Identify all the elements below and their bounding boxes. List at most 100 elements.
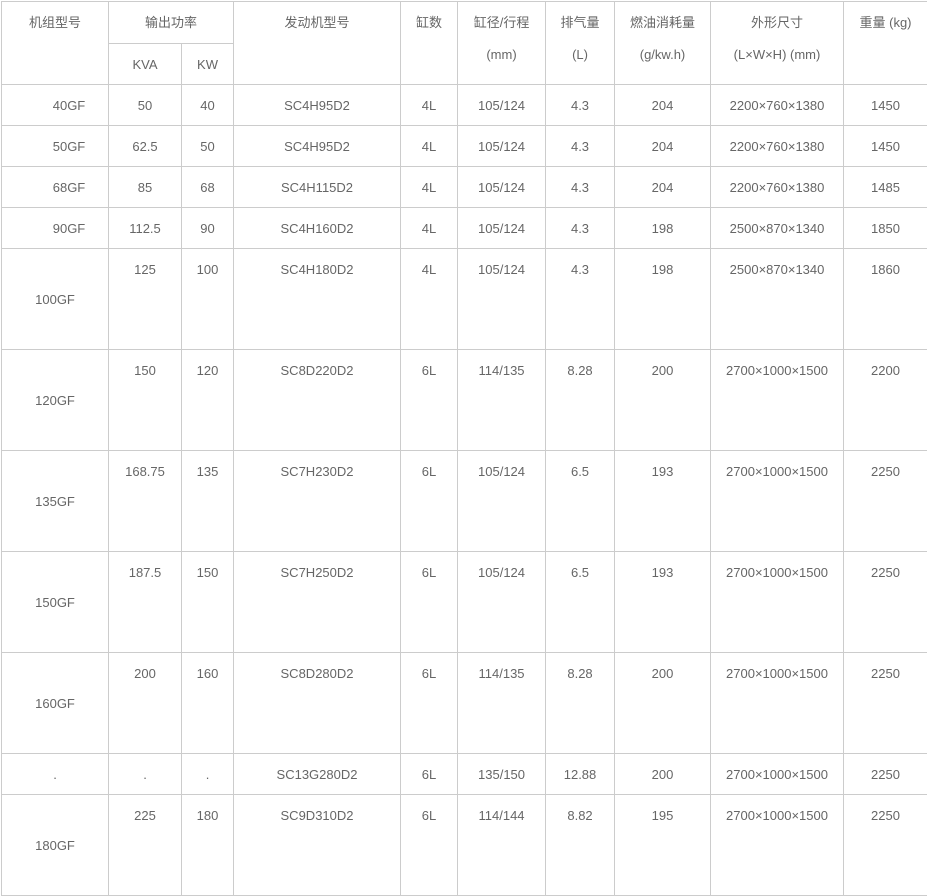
displacement-cell: 8.28	[546, 653, 615, 754]
engine-model-cell: SC7H230D2	[234, 451, 401, 552]
weight-cell: 1850	[844, 208, 927, 249]
dimensions-cell: 2700×1000×1500	[711, 350, 844, 451]
kw-cell: 150	[182, 552, 234, 653]
dimensions-cell: 2500×870×1340	[711, 249, 844, 350]
dimensions-cell: 2700×1000×1500	[711, 653, 844, 754]
displacement-cell: 4.3	[546, 85, 615, 126]
header-row: 机组型号 输出功率 发动机型号 缸数 缸径/行程(mm) 排气量(L) 燃油消耗…	[2, 2, 927, 44]
kva-cell: 187.5	[109, 552, 182, 653]
bore-stroke-cell: 105/124	[458, 167, 546, 208]
displacement-cell: 6.5	[546, 552, 615, 653]
bore-stroke-cell: 105/124	[458, 552, 546, 653]
header-fuel-label: 燃油消耗量	[630, 15, 695, 30]
engine-model-cell: SC4H95D2	[234, 126, 401, 167]
engine-model-cell: SC4H115D2	[234, 167, 401, 208]
header-dimensions-unit: (L×W×H) (mm)	[713, 46, 841, 64]
displacement-cell: 8.28	[546, 350, 615, 451]
engine-model-cell: SC13G280D2	[234, 754, 401, 795]
model-cell: 100GF	[2, 249, 109, 350]
engine-model-cell: SC8D220D2	[234, 350, 401, 451]
fuel-consumption-cell: 200	[615, 653, 711, 754]
kva-cell: 168.75	[109, 451, 182, 552]
bore-stroke-cell: 114/135	[458, 653, 546, 754]
kva-cell: .	[109, 754, 182, 795]
cylinders-cell: 6L	[401, 552, 458, 653]
bore-stroke-cell: 135/150	[458, 754, 546, 795]
displacement-cell: 6.5	[546, 451, 615, 552]
bore-stroke-cell: 105/124	[458, 451, 546, 552]
displacement-cell: 4.3	[546, 167, 615, 208]
header-output-power: 输出功率	[109, 2, 234, 44]
header-bore-stroke-label: 缸径/行程	[474, 15, 530, 30]
dimensions-cell: 2200×760×1380	[711, 85, 844, 126]
engine-model-cell: SC4H95D2	[234, 85, 401, 126]
header-displacement: 排气量 (L)	[546, 2, 615, 85]
dimensions-cell: 2500×870×1340	[711, 208, 844, 249]
header-fuel-unit: (g/kw.h)	[617, 46, 708, 64]
engine-model-cell: SC7H250D2	[234, 552, 401, 653]
cylinders-cell: 6L	[401, 451, 458, 552]
dimensions-cell: 2200×760×1380	[711, 167, 844, 208]
cylinders-cell: 4L	[401, 167, 458, 208]
weight-cell: 2250	[844, 653, 927, 754]
fuel-consumption-cell: 204	[615, 85, 711, 126]
kva-cell: 85	[109, 167, 182, 208]
weight-cell: 1450	[844, 85, 927, 126]
kw-cell: 90	[182, 208, 234, 249]
engine-model-cell: SC4H180D2	[234, 249, 401, 350]
header-displacement-unit: (L)	[548, 46, 612, 64]
displacement-cell: 8.82	[546, 795, 615, 896]
header-kw: KW	[182, 44, 234, 85]
header-bore-stroke: 缸径/行程(mm)	[458, 2, 546, 85]
kw-cell: 120	[182, 350, 234, 451]
bore-stroke-cell: 105/124	[458, 85, 546, 126]
model-cell: 50GF	[2, 126, 109, 167]
header-dimensions-label: 外形尺寸	[751, 15, 803, 30]
bore-stroke-cell: 105/124	[458, 126, 546, 167]
displacement-cell: 4.3	[546, 208, 615, 249]
weight-cell: 2250	[844, 795, 927, 896]
dimensions-cell: 2700×1000×1500	[711, 552, 844, 653]
weight-cell: 2200	[844, 350, 927, 451]
engine-model-cell: SC4H160D2	[234, 208, 401, 249]
header-cylinders: 缸数	[401, 2, 458, 85]
cylinders-cell: 6L	[401, 653, 458, 754]
fuel-consumption-cell: 193	[615, 552, 711, 653]
cylinders-cell: 6L	[401, 754, 458, 795]
model-cell: 180GF	[2, 795, 109, 896]
kw-cell: 160	[182, 653, 234, 754]
displacement-cell: 12.88	[546, 754, 615, 795]
dimensions-cell: 2200×760×1380	[711, 126, 844, 167]
weight-cell: 1450	[844, 126, 927, 167]
weight-cell: 2250	[844, 552, 927, 653]
model-cell: 90GF	[2, 208, 109, 249]
header-engine-model: 发动机型号	[234, 2, 401, 85]
dimensions-cell: 2700×1000×1500	[711, 451, 844, 552]
header-kva: KVA	[109, 44, 182, 85]
header-model: 机组型号	[2, 2, 109, 85]
model-cell: 120GF	[2, 350, 109, 451]
cylinders-cell: 6L	[401, 795, 458, 896]
kw-cell: 40	[182, 85, 234, 126]
bore-stroke-cell: 114/144	[458, 795, 546, 896]
cylinders-cell: 4L	[401, 85, 458, 126]
header-dimensions: 外形尺寸 (L×W×H) (mm)	[711, 2, 844, 85]
weight-cell: 1860	[844, 249, 927, 350]
header-displacement-label: 排气量	[561, 15, 600, 30]
kw-cell: 135	[182, 451, 234, 552]
model-cell: 160GF	[2, 653, 109, 754]
bore-stroke-cell: 114/135	[458, 350, 546, 451]
displacement-cell: 4.3	[546, 126, 615, 167]
model-cell: 150GF	[2, 552, 109, 653]
header-weight: 重量 (kg)	[844, 2, 927, 85]
kva-cell: 225	[109, 795, 182, 896]
